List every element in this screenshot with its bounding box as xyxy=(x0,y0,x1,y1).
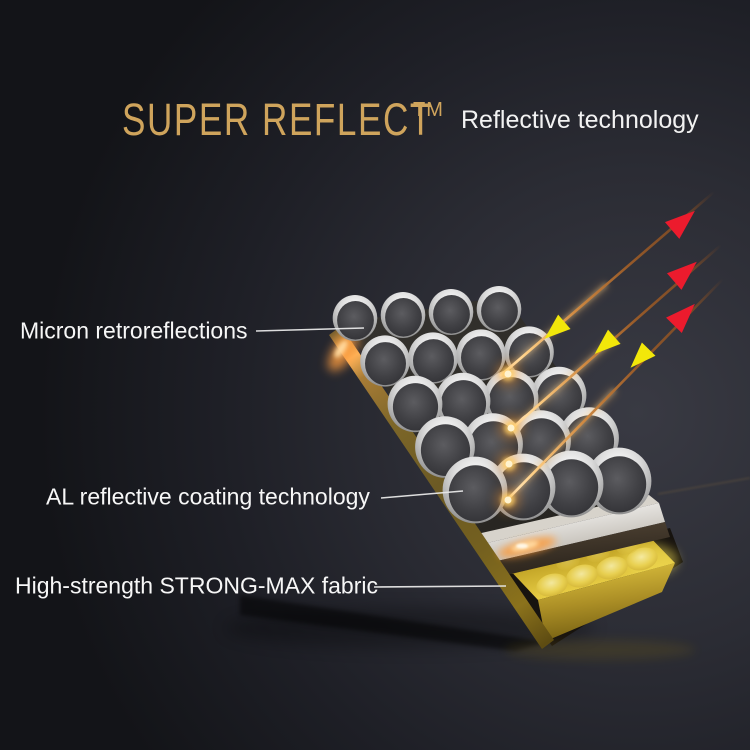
incoming-light-arrow xyxy=(544,314,571,339)
light-arrows xyxy=(544,210,697,368)
reflected-light-arrow xyxy=(666,303,695,333)
micro-sphere xyxy=(538,450,604,518)
beam-glint xyxy=(495,361,521,387)
incoming-light-arrow xyxy=(630,342,656,368)
callout-micron-retroreflections: Micron retroreflections xyxy=(20,317,248,344)
micro-sphere xyxy=(408,332,458,384)
edge-flare xyxy=(497,537,557,557)
beam-glints xyxy=(495,361,524,513)
reflected-light-arrow xyxy=(664,210,695,239)
plate-edge-band xyxy=(328,326,554,649)
reflected-light-arrow xyxy=(666,261,697,290)
micro-sphere xyxy=(442,456,508,524)
micro-sphere xyxy=(428,289,474,335)
micro-sphere xyxy=(360,335,410,387)
micro-sphere xyxy=(435,372,491,430)
callout-al-reflective-coating: AL reflective coating technology xyxy=(46,483,370,510)
beam-glint xyxy=(496,451,522,477)
stray-ray xyxy=(657,477,750,495)
micro-sphere xyxy=(456,329,506,381)
plate-underside xyxy=(493,522,670,577)
micro-sphere xyxy=(476,286,522,332)
micro-sphere xyxy=(586,447,652,515)
micro-sphere xyxy=(332,295,378,341)
callout-line-micron xyxy=(255,327,365,332)
subtitle: Reflective technology xyxy=(461,106,699,134)
callout-line-fabric xyxy=(373,585,507,588)
trademark-symbol: TM xyxy=(413,99,444,121)
incoming-light-arrow xyxy=(594,329,621,354)
micro-sphere xyxy=(380,292,426,338)
callout-lines xyxy=(255,327,507,588)
beam-glint xyxy=(495,487,521,513)
micro-sphere xyxy=(387,375,443,433)
beam-glint xyxy=(498,415,524,441)
cast-shadow xyxy=(225,595,595,651)
brand-title: SUPER REFLECT xyxy=(122,94,433,145)
callout-line-al-coating xyxy=(380,490,464,499)
callout-strong-max-fabric: High-strength STRONG-MAX fabric xyxy=(15,572,378,599)
